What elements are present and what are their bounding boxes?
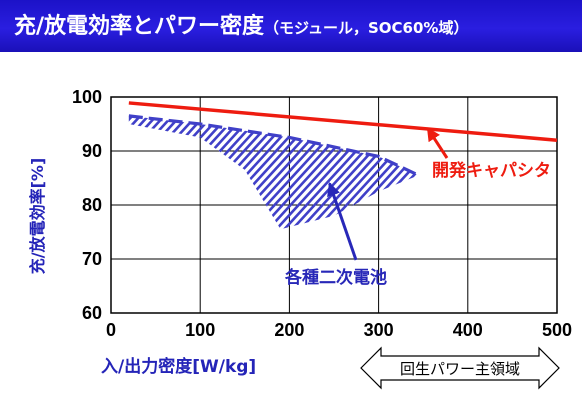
y-axis-label: 充/放電効率[%] <box>28 158 47 275</box>
hatch-line <box>512 90 582 330</box>
hatch-line <box>167 115 389 230</box>
hatch-line <box>488 90 582 330</box>
battery-arrow <box>327 182 358 261</box>
x-tick-label: 0 <box>106 320 116 340</box>
title-main: 充/放電効率とパワー密度 <box>14 14 265 39</box>
hatch-line <box>327 115 419 230</box>
x-tick-label: 400 <box>453 320 483 340</box>
hatch-line <box>544 90 582 330</box>
chart-title: 充/放電効率とパワー密度（モジュール，SOC60%域） <box>14 8 468 40</box>
hatch-line <box>159 115 381 230</box>
hatch-line <box>504 90 582 330</box>
hatch-line <box>528 90 582 330</box>
hatch-line <box>128 115 157 230</box>
battery-upper-edge <box>128 114 420 177</box>
hatch-line <box>432 90 582 330</box>
hatch-line <box>560 90 582 330</box>
hatch-line <box>424 90 582 330</box>
hatch-line <box>128 115 133 230</box>
hatch-line <box>496 90 582 330</box>
hatch-line <box>128 115 221 230</box>
grid <box>111 97 557 313</box>
hatch-line <box>391 115 419 230</box>
regen-range-label: 回生パワー主領域 <box>400 360 520 378</box>
hatch-line <box>128 115 293 230</box>
hatch-line <box>0 90 124 330</box>
y-tick-label: 100 <box>72 87 102 107</box>
hatch-line <box>128 115 261 230</box>
hatch-line <box>480 90 582 330</box>
y-tick-label: 90 <box>82 141 102 161</box>
hatch-line <box>311 115 419 230</box>
hatch-line <box>128 115 229 230</box>
series <box>128 101 558 142</box>
hatch-line <box>128 115 205 230</box>
hatch-line <box>247 115 419 230</box>
hatch-line <box>128 115 301 230</box>
hatch-line <box>128 115 309 230</box>
capacitor-series-line <box>128 101 558 142</box>
hatch-line <box>128 115 341 230</box>
double-arrow-shape <box>360 346 560 390</box>
hatch-line <box>440 90 582 330</box>
hatch-line <box>143 115 365 230</box>
hatch-line <box>128 115 317 230</box>
hatch-line <box>456 90 582 330</box>
hatch-line <box>128 115 237 230</box>
hatch-line <box>407 115 419 230</box>
x-tick-label: 500 <box>542 320 572 340</box>
x-tick-label: 100 <box>185 320 215 340</box>
hatch-line <box>520 90 582 330</box>
x-tick-label: 300 <box>364 320 394 340</box>
y-tick-label: 60 <box>82 303 102 323</box>
hatch-line <box>568 90 582 330</box>
x-axis-label: 入/出力密度[W/kg] <box>101 356 256 377</box>
hatch-line <box>135 115 357 230</box>
y-tick-label: 70 <box>82 249 102 269</box>
hatch-line <box>231 115 419 230</box>
hatch-line <box>239 115 419 230</box>
title-note: （モジュール，SOC60%域） <box>264 19 469 37</box>
hatch-line <box>472 90 582 330</box>
hatch-line <box>576 90 582 330</box>
hatch-line <box>536 90 582 330</box>
hatch-line <box>128 115 149 230</box>
x-tick-label: 200 <box>274 320 304 340</box>
hatch-line <box>128 115 349 230</box>
capacitor-arrow <box>426 127 449 159</box>
title-bar: 充/放電効率とパワー密度（モジュール，SOC60%域） <box>0 0 582 52</box>
y-tick-label: 80 <box>82 195 102 215</box>
hatch-line <box>399 115 419 230</box>
battery-label: 各種二次電池 <box>284 267 387 288</box>
hatch-line <box>128 115 213 230</box>
hatch-line <box>319 115 419 230</box>
plot-frame <box>110 96 558 314</box>
capacitor-label: 開発キャパシタ <box>432 160 551 181</box>
regen-range-arrow: 回生パワー主領域 <box>360 346 560 390</box>
hatch-line <box>335 115 419 230</box>
hatch-line <box>464 90 582 330</box>
hatch-line <box>128 115 141 230</box>
ticks: 0 100 200 300 400 500 60 70 80 90 100 <box>72 87 572 340</box>
